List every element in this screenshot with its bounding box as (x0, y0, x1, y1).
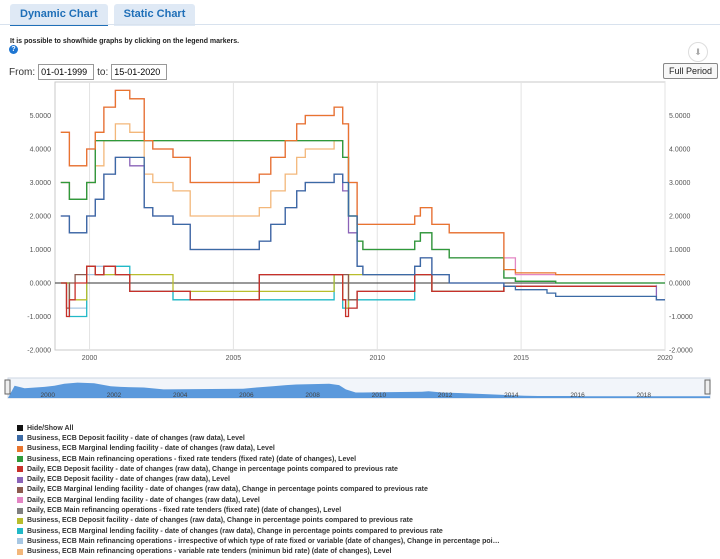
to-label: to: (97, 66, 109, 78)
y-tick-label-right: 2.0000 (669, 214, 691, 221)
to-date-input[interactable] (111, 64, 168, 80)
series-line (60, 265, 657, 309)
navigator-year-label: 2002 (107, 392, 122, 399)
download-icon[interactable]: ⬇ (688, 42, 708, 62)
legend-item[interactable]: Daily, ECB Marginal lending facility - d… (17, 485, 500, 495)
legend-marker[interactable] (17, 528, 23, 535)
y-tick-label-left: 1.0000 (30, 247, 52, 254)
legend-item[interactable]: Daily, ECB Main refinancing operations -… (17, 505, 500, 515)
y-tick-label-left: 5.0000 (30, 113, 52, 120)
legend-item[interactable]: Daily, ECB Deposit facility - date of ch… (17, 464, 500, 474)
navigator-year-label: 2006 (239, 392, 254, 399)
legend-label: Business, ECB Deposit facility - date of… (27, 517, 413, 525)
y-tick-label-right: 0.0000 (669, 281, 691, 288)
from-label: From: (9, 66, 36, 78)
series-line (60, 265, 657, 309)
legend-marker[interactable] (17, 435, 23, 442)
tab-dynamic-chart[interactable]: Dynamic Chart (10, 4, 108, 26)
y-tick-label-left: 0.0000 (30, 281, 52, 288)
hide-show-all-marker[interactable] (17, 425, 23, 432)
x-tick-label: 2000 (82, 355, 98, 362)
x-tick-label: 2005 (226, 355, 242, 362)
legend-marker[interactable] (17, 507, 23, 514)
navigator-year-label: 2012 (438, 392, 453, 399)
y-tick-label-left: -2.0000 (27, 348, 51, 355)
series-line (60, 89, 665, 276)
legend-item[interactable]: Daily, ECB Marginal lending facility - d… (17, 495, 500, 505)
navigator-year-label: 2010 (372, 392, 387, 399)
legend-label: Daily, ECB Marginal lending facility - d… (27, 486, 428, 494)
legend-label: Business, ECB Main refinancing operation… (27, 548, 392, 556)
legend-marker[interactable] (17, 466, 23, 473)
y-tick-label-right: -2.0000 (669, 348, 693, 355)
full-period-button[interactable]: Full Period (663, 63, 719, 79)
tab-divider (0, 24, 720, 25)
x-tick-label: 2010 (369, 355, 385, 362)
series-line (60, 265, 658, 309)
legend-label: Business, ECB Marginal lending facility … (27, 445, 275, 453)
legend-label: Business, ECB Deposit facility - date of… (27, 434, 245, 442)
from-date-input[interactable] (38, 64, 95, 80)
legend-marker[interactable] (17, 445, 23, 452)
legend-label: Business, ECB Main refinancing operation… (27, 455, 357, 463)
navigator-area (8, 382, 710, 398)
legend-marker[interactable] (17, 476, 23, 483)
series-line (60, 265, 657, 318)
legend-marker[interactable] (17, 548, 23, 555)
y-tick-label-right: 4.0000 (669, 147, 691, 154)
legend-item[interactable]: Business, ECB Main refinancing operation… (17, 454, 500, 464)
date-range: From: to: (9, 64, 168, 80)
legend-label: Daily, ECB Marginal lending facility - d… (27, 496, 260, 504)
legend-item[interactable]: Business, ECB Marginal lending facility … (17, 526, 500, 536)
line-chart: 2000 2005 2010 2015 2020 5.0000 4.0000 3.0000 2.… (27, 81, 693, 362)
y-tick-label-right: -1.0000 (669, 314, 693, 321)
y-tick-label-left: 4.0000 (30, 147, 52, 154)
series-line (60, 139, 665, 284)
legend-item[interactable]: Business, ECB Deposit facility - date of… (17, 516, 500, 526)
legend-item[interactable]: Daily, ECB Deposit facility - date of ch… (17, 474, 500, 484)
navigator-right-handle[interactable] (704, 379, 711, 395)
series-line (60, 123, 343, 217)
navigator-year-label: 2014 (504, 392, 519, 399)
x-tick-label: 2020 (657, 355, 673, 362)
y-tick-label-right: 5.0000 (669, 113, 691, 120)
legend-hide-show-all[interactable]: Hide/Show All (17, 423, 500, 433)
legend-marker[interactable] (17, 456, 23, 463)
tab-static-chart[interactable]: Static Chart (113, 4, 196, 26)
y-tick-label-right: 1.0000 (669, 247, 691, 254)
navigator-year-label: 2008 (305, 392, 320, 399)
navigator-year-label: 2016 (570, 392, 585, 399)
navigator[interactable]: 2000 2002 2004 2006 2008 2010 2012 2014 2016 2018 (0, 376, 720, 402)
navigator-year-label: 2018 (637, 392, 652, 399)
series-line (60, 156, 665, 301)
legend-label: Business, ECB Main refinancing operation… (27, 537, 500, 545)
legend-item[interactable]: Business, ECB Main refinancing operation… (17, 536, 500, 546)
legend-marker[interactable] (17, 486, 23, 493)
legend-marker[interactable] (17, 497, 23, 504)
legend-label: Business, ECB Marginal lending facility … (27, 527, 443, 535)
hide-show-all-label: Hide/Show All (27, 424, 74, 432)
navigator-year-label: 2004 (173, 392, 188, 399)
x-tick-label: 2015 (513, 355, 529, 362)
legend: Hide/Show All Business, ECB Deposit faci… (17, 423, 500, 557)
series-line (60, 139, 665, 284)
legend-hint-text: It is possible to show/hide graphs by cl… (10, 38, 240, 45)
y-tick-label-left: -1.0000 (27, 314, 51, 321)
plot-frame (54, 81, 666, 351)
legend-label: Daily, ECB Deposit facility - date of ch… (27, 476, 230, 484)
navigator-left-handle[interactable] (4, 379, 11, 395)
legend-item[interactable]: Business, ECB Marginal lending facility … (17, 444, 500, 454)
legend-label: Daily, ECB Main refinancing operations -… (27, 507, 342, 515)
help-icon[interactable]: ? (9, 45, 18, 54)
legend-item[interactable]: Business, ECB Deposit facility - date of… (17, 433, 500, 443)
navigator-year-label: 2000 (41, 392, 56, 399)
legend-marker[interactable] (17, 517, 23, 524)
y-tick-label-left: 3.0000 (30, 180, 52, 187)
y-tick-label-left: 2.0000 (30, 214, 52, 221)
legend-marker[interactable] (17, 538, 23, 545)
legend-item[interactable]: Business, ECB Main refinancing operation… (17, 547, 500, 557)
y-tick-label-right: 3.0000 (669, 180, 691, 187)
series-line (60, 156, 665, 301)
legend-label: Daily, ECB Deposit facility - date of ch… (27, 465, 398, 473)
